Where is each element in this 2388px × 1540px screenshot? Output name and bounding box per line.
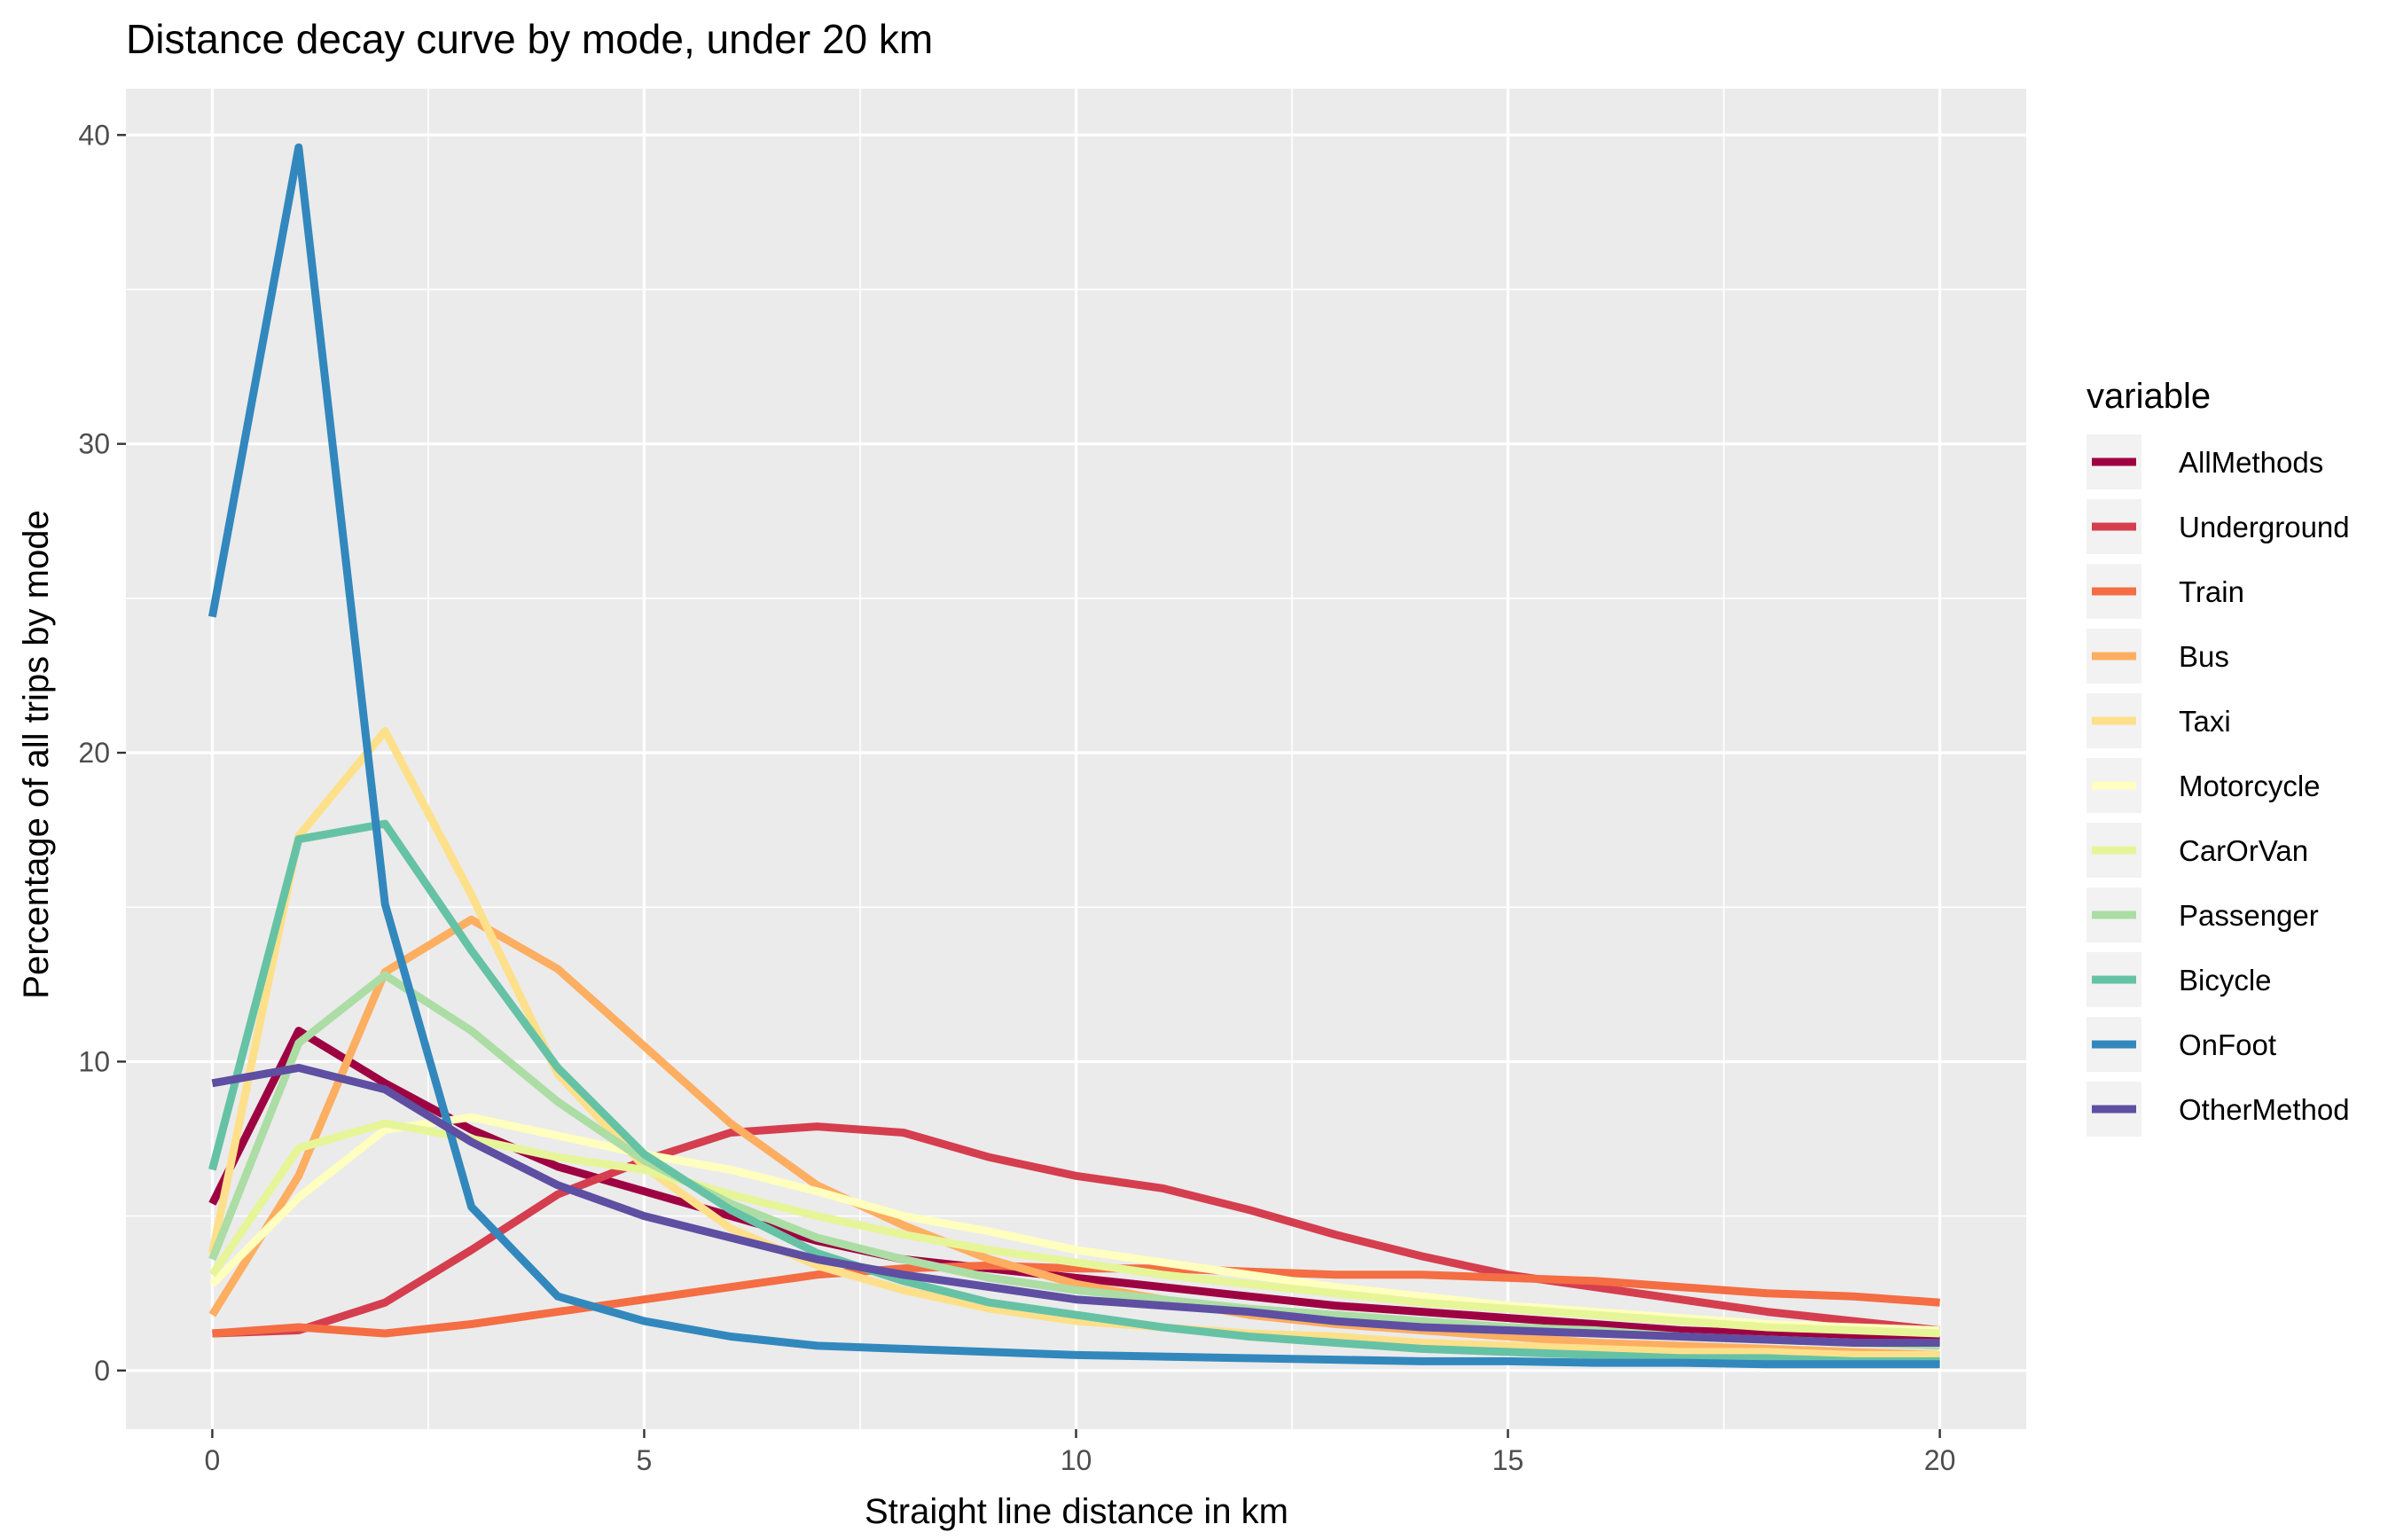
legend-label: CarOrVan [2179,834,2308,867]
x-tick-label: 10 [1061,1444,1092,1476]
legend-label: Bicycle [2179,964,2272,997]
series-line-carorvan [208,1119,1940,1338]
legend-label: OtherMethod [2179,1093,2350,1126]
legend-item-bicycle: Bicycle [2087,952,2272,1007]
series-lines [207,143,1941,1369]
legend-label: Motorcycle [2179,770,2321,802]
x-tick-label: 0 [205,1444,221,1476]
legend-item-motorcycle: Motorcycle [2087,758,2321,813]
y-tick-label: 40 [78,119,110,151]
series-line-onfoot [207,143,1940,1369]
y-tick-label: 30 [78,428,110,460]
legend-item-bus: Bus [2087,629,2229,684]
legend-label: Underground [2179,511,2350,543]
legend-item-carorvan: CarOrVan [2087,823,2308,878]
legend-item-passenger: Passenger [2087,887,2319,942]
legend-label: AllMethods [2179,446,2323,479]
series-line-train [212,1261,1940,1338]
y-tick-label: 20 [78,737,110,769]
legend-item-underground: Underground [2087,499,2350,554]
legend-item-train: Train [2087,564,2244,619]
x-axis-ticks: 0 5 10 15 20 [205,1429,1956,1476]
legend-label: Train [2179,575,2244,608]
series-line-bus [208,915,1940,1359]
legend: variable AllMethods Underground Train Bus Ta… [2087,377,2350,1137]
major-gridlines [126,89,2026,1429]
legend-item-onfoot: OnFoot [2087,1017,2276,1072]
chart-title: Distance decay curve by mode, under 20 k… [126,16,933,62]
legend-item-taxi: Taxi [2087,693,2231,748]
x-tick-label: 15 [1492,1444,1524,1476]
legend-label: OnFoot [2179,1028,2276,1061]
series-line-bicycle [208,819,1940,1365]
legend-item-othermethod: OtherMethod [2087,1082,2350,1137]
y-axis-title: Percentage of all trips by mode [17,510,56,998]
legend-label: Passenger [2179,899,2319,932]
legend-title: variable [2087,377,2211,416]
x-tick-label: 5 [637,1444,653,1476]
legend-item-allmethods: AllMethods [2087,434,2323,489]
y-axis-ticks: 0 10 20 30 40 [78,119,126,1387]
x-tick-label: 20 [1924,1444,1956,1476]
series-line-othermethod [211,1063,1940,1347]
legend-label: Taxi [2179,705,2231,738]
x-axis-title: Straight line distance in km [865,1492,1288,1531]
y-tick-label: 0 [94,1355,110,1387]
y-tick-label: 10 [78,1045,110,1077]
series-line-taxi [207,727,1940,1359]
legend-items: AllMethods Underground Train Bus Taxi Motorcy… [2087,434,2350,1137]
legend-label: Bus [2179,640,2229,673]
